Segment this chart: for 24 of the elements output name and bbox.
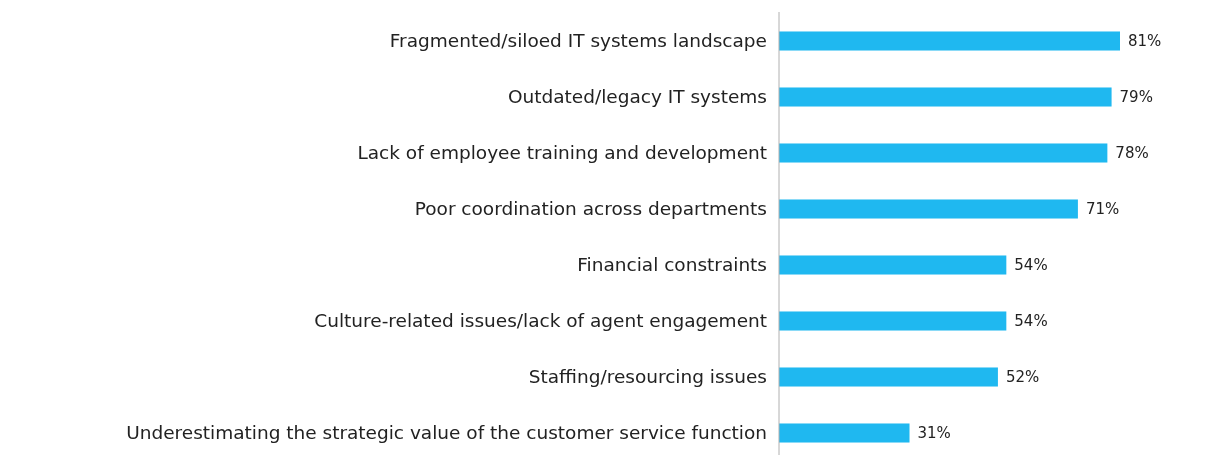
- bar: [779, 255, 1007, 275]
- bar: [779, 367, 998, 387]
- data-label: 81%: [1128, 32, 1162, 51]
- y-tick-label: Financial constraints: [577, 254, 767, 276]
- bar: [779, 143, 1108, 163]
- data-label: 31%: [917, 424, 951, 443]
- bar: [779, 31, 1120, 51]
- y-tick-label: Staffing/resourcing issues: [528, 366, 767, 388]
- y-tick-label: Culture-related issues/lack of agent engagement: [314, 310, 767, 332]
- y-tick-label: Lack of employee training and development: [357, 142, 767, 164]
- y-tick-label: Poor coordination across departments: [414, 198, 767, 220]
- data-label: 79%: [1119, 88, 1153, 107]
- data-label: 54%: [1014, 312, 1048, 331]
- y-tick-label: Fragmented/siloed IT systems landscape: [389, 30, 767, 52]
- y-tick-label: Underestimating the strategic value of the customer service function: [126, 422, 767, 444]
- data-label: 52%: [1005, 368, 1040, 387]
- bar: [779, 423, 910, 443]
- data-label: 54%: [1014, 256, 1048, 275]
- bar: [779, 199, 1078, 219]
- bar: [779, 87, 1112, 107]
- data-label: 71%: [1085, 200, 1120, 219]
- data-label: 78%: [1115, 144, 1149, 163]
- bar: [779, 311, 1007, 331]
- y-tick-label: Outdated/legacy IT systems: [508, 86, 767, 108]
